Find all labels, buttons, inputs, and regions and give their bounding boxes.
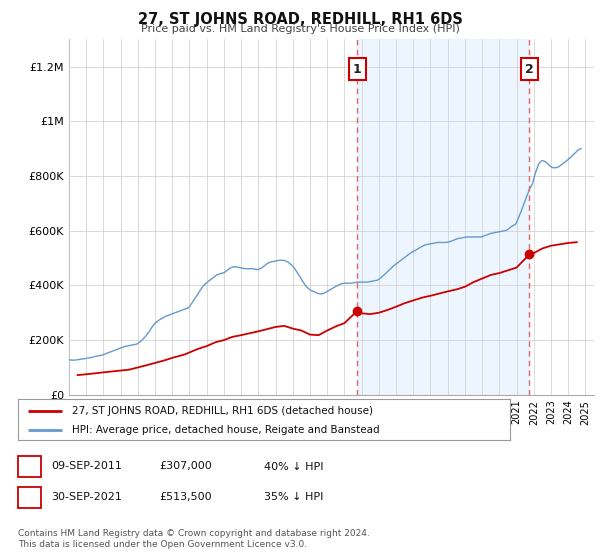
Text: 30-SEP-2021: 30-SEP-2021 (51, 492, 122, 502)
Text: 09-SEP-2011: 09-SEP-2011 (51, 461, 122, 472)
Text: Contains HM Land Registry data © Crown copyright and database right 2024.
This d: Contains HM Land Registry data © Crown c… (18, 529, 370, 549)
Bar (358, 39, 529, 395)
Text: 1: 1 (26, 461, 33, 472)
Text: £513,500: £513,500 (159, 492, 212, 502)
Text: HPI: Average price, detached house, Reigate and Banstead: HPI: Average price, detached house, Reig… (72, 424, 380, 435)
Text: 1: 1 (353, 63, 362, 76)
Text: 27, ST JOHNS ROAD, REDHILL, RH1 6DS (detached house): 27, ST JOHNS ROAD, REDHILL, RH1 6DS (det… (72, 405, 373, 416)
Text: 2: 2 (525, 63, 534, 76)
Text: Price paid vs. HM Land Registry's House Price Index (HPI): Price paid vs. HM Land Registry's House … (140, 24, 460, 34)
Text: 35% ↓ HPI: 35% ↓ HPI (264, 492, 323, 502)
Text: £307,000: £307,000 (159, 461, 212, 472)
Text: 27, ST JOHNS ROAD, REDHILL, RH1 6DS: 27, ST JOHNS ROAD, REDHILL, RH1 6DS (137, 12, 463, 27)
Text: 40% ↓ HPI: 40% ↓ HPI (264, 461, 323, 472)
Text: 2: 2 (26, 492, 33, 502)
